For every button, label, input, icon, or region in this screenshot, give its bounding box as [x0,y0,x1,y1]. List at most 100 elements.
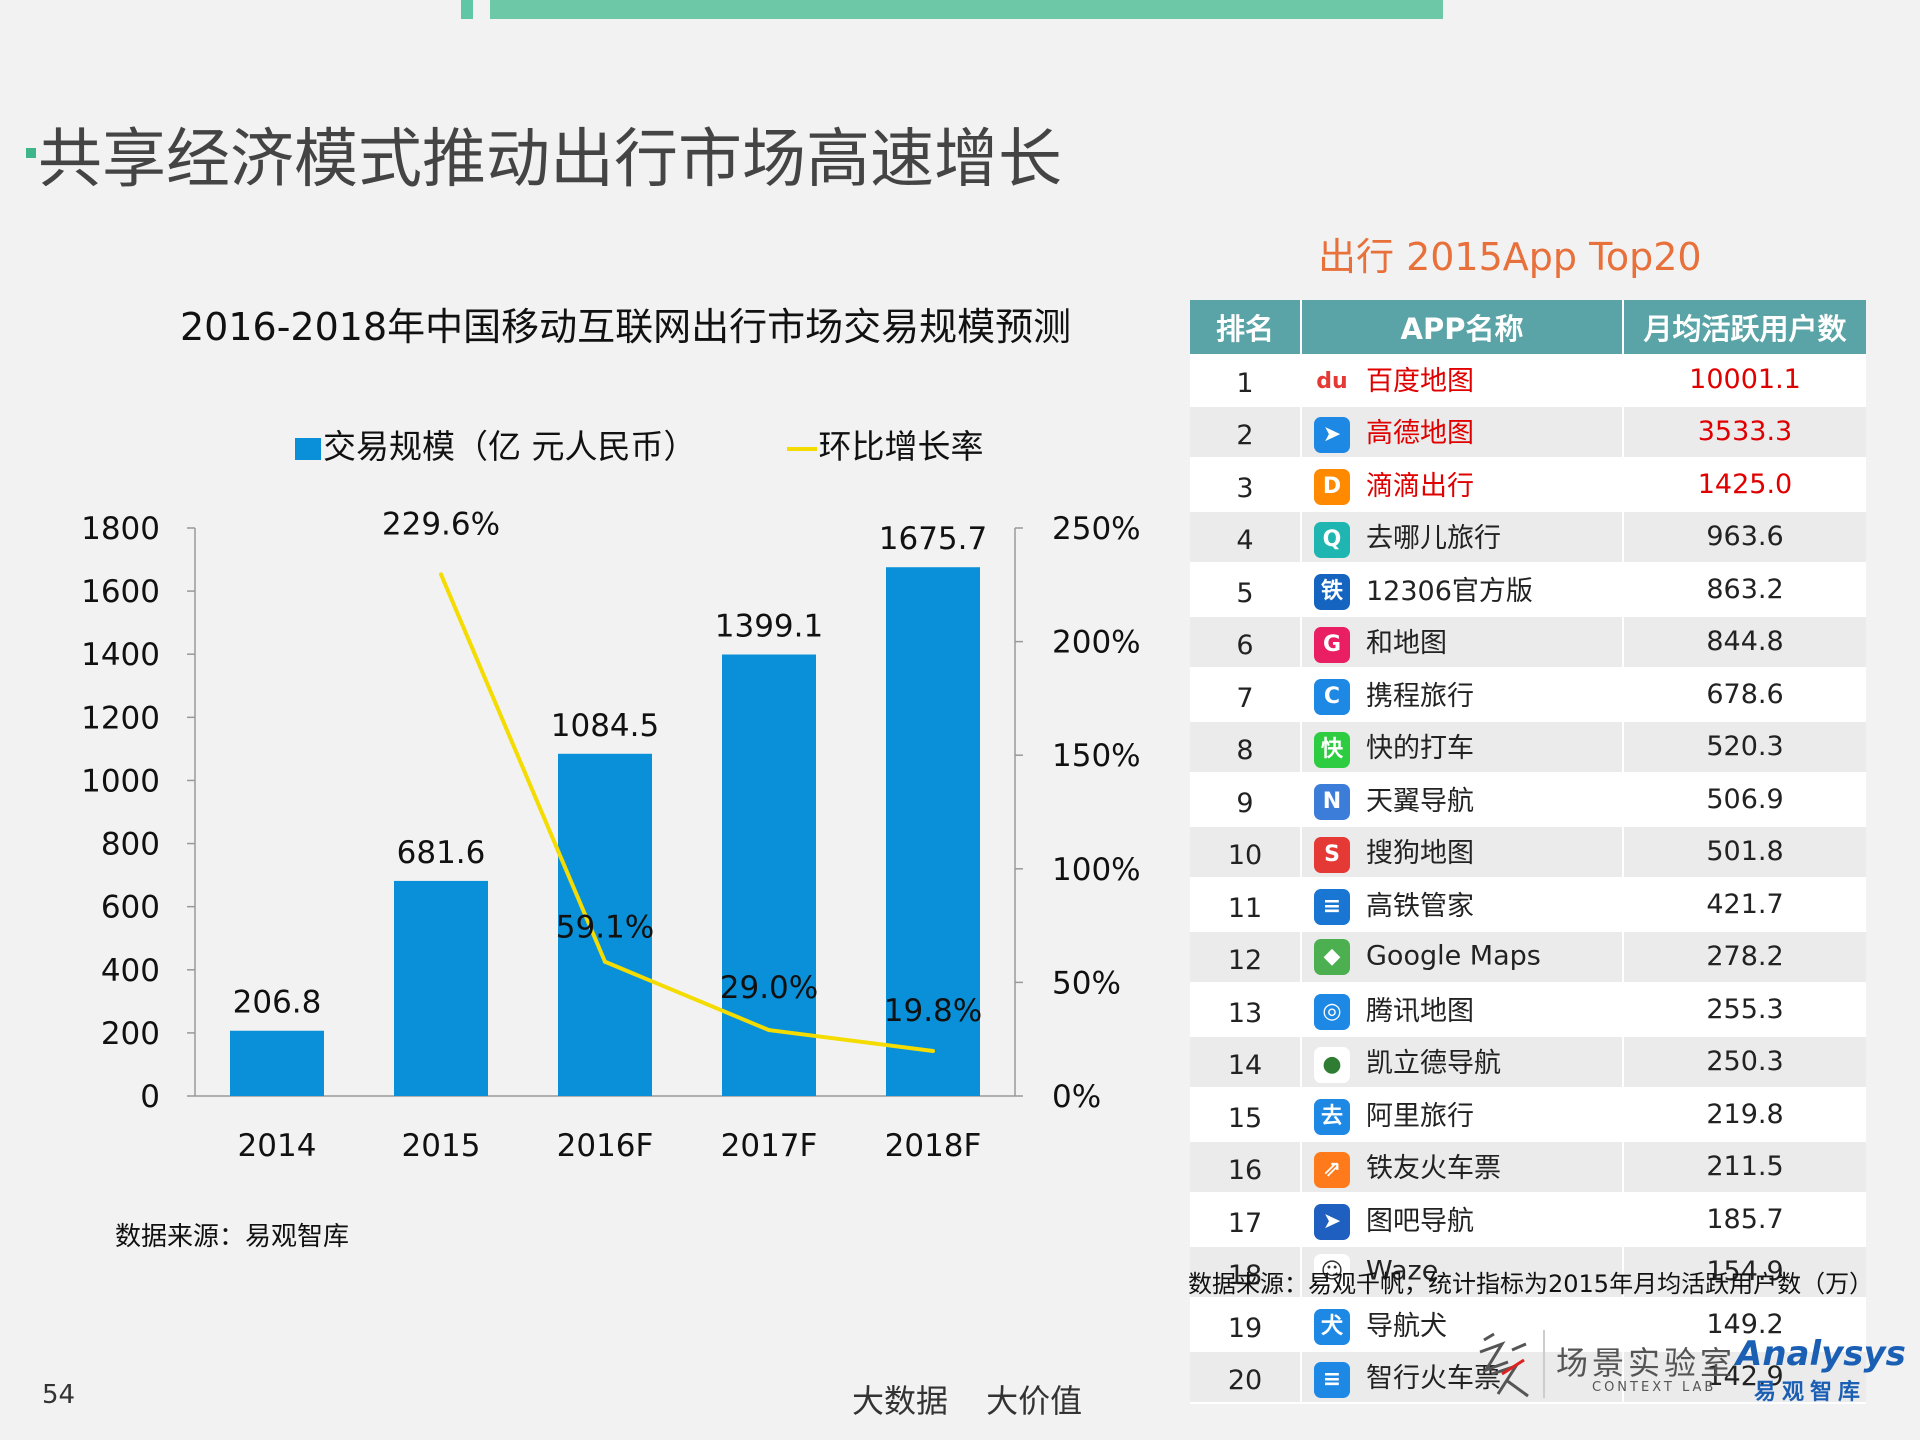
x-axis-tick-label: 2017F [721,1128,818,1164]
table-title: 出行 2015App Top20 [1318,235,1702,279]
left-axis-tick-label: 0 [140,1079,160,1115]
baidu-map-icon: du [1314,364,1350,400]
app-name-cell: 犬导航犬 [1301,1298,1624,1352]
chart-legend: 交易规模（亿 元人民币） 环比增长率 [295,420,984,468]
daohangquan-icon: 犬 [1314,1309,1350,1345]
app-name: 阿里旅行 [1366,1100,1474,1132]
users-cell: 219.8 [1623,1088,1866,1142]
tianyi-nav-icon: N [1314,784,1350,820]
app-name: 快的打车 [1366,733,1474,764]
app-name: 导航犬 [1366,1310,1447,1342]
app-name-cell: ◎ 腾讯地图 [1301,983,1624,1037]
header-app-name: APP名称 [1301,300,1624,354]
app-name-cell: ≡ 智行火车票 [1301,1350,1624,1404]
right-axis-tick-label: 100% [1052,852,1141,888]
footer-slogan: 大数据 大价值 [852,1382,1083,1420]
growth-rate-label: 19.8% [884,993,982,1029]
table-row: 20 ≡ 智行火车票 142.9 [1190,1350,1866,1404]
left-axis-tick-label: 400 [101,953,160,989]
google-maps-icon: ◆ [1314,938,1350,975]
bar-value-label: 1084.5 [551,708,659,744]
app-name: 去哪儿旅行 [1366,523,1501,554]
growth-rate-point [767,1028,771,1033]
users-cell: 10001.1 [1623,354,1866,407]
amap-icon: ➤ [1314,416,1350,453]
app-name: Google Maps [1366,940,1541,972]
x-axis-tick-label: 2016F [557,1128,654,1164]
ctrip-icon: C [1314,679,1350,715]
growth-rate-label: 59.1% [556,910,654,946]
app-name: 高德地图 [1366,418,1474,449]
app-name: 铁友火车票 [1366,1153,1501,1184]
x-axis-tick-label: 2014 [238,1128,317,1164]
table-row: 11 ≡ 高铁管家 421.7 [1190,878,1866,932]
chart-svg: 0 200 400 600 800 1000 1200 1400 1600 1800 0% 50% 10… [81,506,1141,1164]
left-axis-tick-label: 1200 [81,700,160,736]
title-bullet-marker [26,148,36,158]
growth-rate-line [439,573,934,1053]
right-axis-tick-label: 250% [1052,511,1141,547]
app-name-cell: 去阿里旅行 [1301,1088,1624,1142]
table-row: 15 去阿里旅行 219.8 [1190,1088,1866,1142]
kuaidi-icon: 快 [1314,731,1350,768]
table-row: 1 du 百度地图 10001.1 [1190,354,1866,407]
users-cell: 506.9 [1623,773,1866,827]
left-axis-tick-label: 1600 [81,574,160,610]
yijing-logo-icon [1479,1332,1529,1398]
right-axis-tick-label: 50% [1052,965,1121,1001]
growth-rate-label: 29.0% [720,970,818,1006]
bar-2014 [230,1030,324,1096]
table-row: 6 G 和地图 844.8 [1190,615,1866,669]
users-cell: 963.6 [1623,510,1866,564]
users-cell: 421.7 [1623,878,1866,932]
logo-divider [1543,1330,1545,1398]
rank-cell: 20 [1190,1350,1302,1404]
legend-bar-label: 交易规模（亿 元人民币） [323,427,697,466]
rank-cell: 4 [1190,510,1302,564]
app-name: 百度地图 [1366,365,1474,397]
legend-line-label: 环比增长率 [818,427,984,466]
bar-value-label: 1675.7 [879,521,987,557]
x-axis-tick-label: 2015 [402,1128,481,1164]
page-title: 共享经济模式推动出行市场高速增长 [38,123,1062,197]
app-name-cell: du 百度地图 [1301,354,1624,407]
table-row: 5 铁 12306官方版 863.2 [1190,563,1866,617]
gaotie-icon: ≡ [1314,889,1350,925]
users-cell: 149.2 [1623,1298,1866,1352]
app-name-cell: ☺ Waze [1301,1245,1624,1299]
alitrip-icon: 去 [1314,1099,1350,1135]
rank-cell: 2 [1190,405,1302,459]
table-row: 9 N 天翼导航 506.9 [1190,773,1866,827]
legend-bar-swatch [295,437,321,460]
rank-cell: 12 [1190,930,1302,984]
bar-2016F [558,753,652,1096]
table-row: 19 犬导航犬 149.2 [1190,1298,1866,1352]
rank-cell: 9 [1190,773,1302,827]
table-row: 13 ◎ 腾讯地图 255.3 [1190,983,1866,1037]
app-name: 高铁管家 [1366,890,1474,922]
rank-cell: 16 [1190,1140,1302,1194]
users-cell: 250.3 [1623,1035,1866,1089]
app-name-cell: S 搜狗地图 [1301,825,1624,879]
rank-cell: 15 [1190,1088,1302,1142]
rank-cell: 18 [1190,1245,1302,1299]
app-name-cell: ◆ Google Maps [1301,930,1624,984]
rank-cell: 14 [1190,1035,1302,1089]
rank-cell: 3 [1190,458,1302,512]
app-name-cell: D 滴滴出行 [1301,458,1624,512]
header-users: 月均活跃用户数 [1623,300,1866,354]
growth-rate-point [931,1049,935,1054]
left-axis-tick-label: 600 [101,890,160,926]
users-cell: 520.3 [1623,720,1866,774]
sogou-map-icon: S [1314,836,1350,873]
app-name-cell: 铁 12306官方版 [1301,563,1624,617]
rank-cell: 10 [1190,825,1302,879]
context-lab-logo-en: CONTEXT LAB [1592,1380,1717,1395]
context-lab-logo-cn: 场景实验室 [1556,1344,1737,1382]
rank-cell: 6 [1190,615,1302,669]
right-axis-tick-label: 200% [1052,625,1141,661]
table-row: 12 ◆ Google Maps 278.2 [1190,930,1866,984]
users-cell: 1425.0 [1623,458,1866,512]
users-cell: 3533.3 [1623,405,1866,459]
app-name-cell: ➤ 高德地图 [1301,405,1624,459]
